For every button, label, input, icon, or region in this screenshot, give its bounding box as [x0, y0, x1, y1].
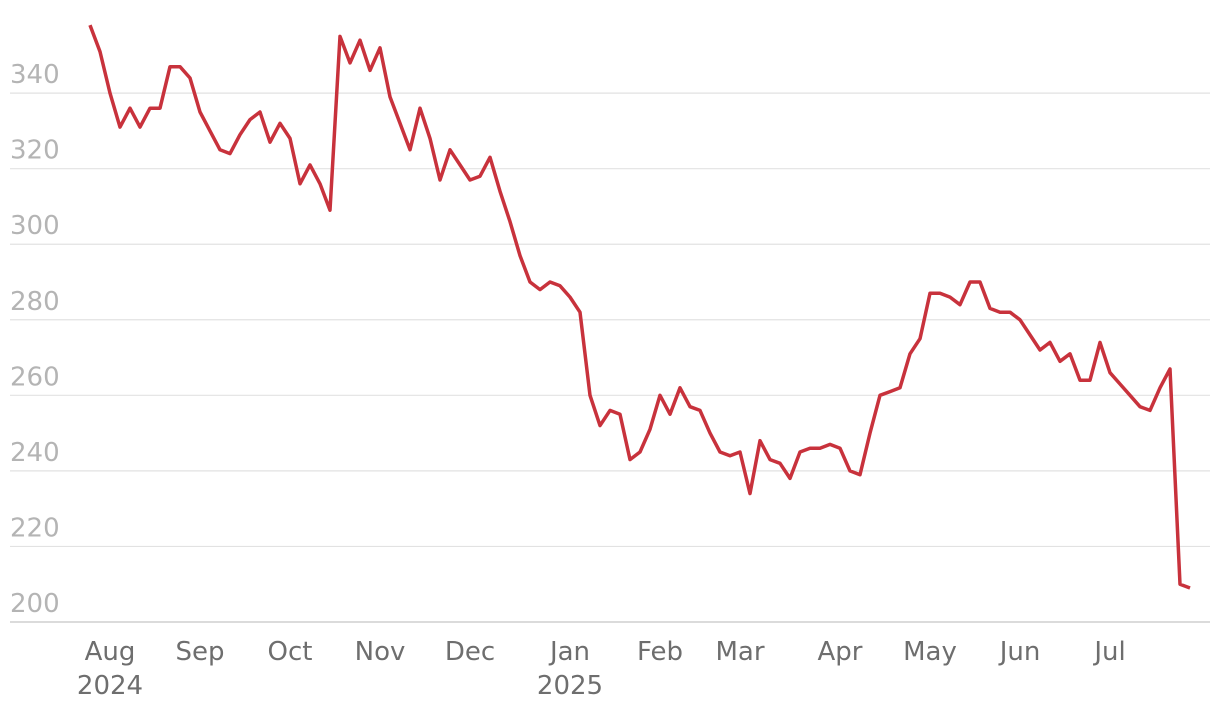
y-tick-label: 260 — [10, 362, 60, 392]
x-tick-label: Oct — [268, 637, 313, 667]
y-tick-label: 340 — [10, 60, 60, 90]
y-tick-label: 320 — [10, 136, 60, 166]
x-tick-label: Jun — [998, 637, 1041, 667]
x-tick-label: Feb — [637, 637, 683, 667]
y-tick-label: 240 — [10, 438, 60, 468]
x-tick-label: Jan 2025 — [537, 637, 603, 701]
y-tick-label: 280 — [10, 287, 60, 317]
y-tick-label: 300 — [10, 211, 60, 241]
y-tick-label: 220 — [10, 513, 60, 543]
x-tick-label: Sep — [175, 637, 224, 667]
y-tick-label: 200 — [10, 589, 60, 619]
x-tick-label: Nov — [355, 637, 406, 667]
x-tick-label: Apr — [818, 637, 863, 667]
x-tick-label: Mar — [715, 637, 764, 667]
x-tick-label: Aug 2024 — [77, 637, 143, 701]
x-tick-label: May — [903, 637, 957, 667]
x-tick-label: Dec — [445, 637, 495, 667]
price-line — [88, 24, 1191, 590]
x-tick-label: Jul — [1092, 637, 1125, 667]
